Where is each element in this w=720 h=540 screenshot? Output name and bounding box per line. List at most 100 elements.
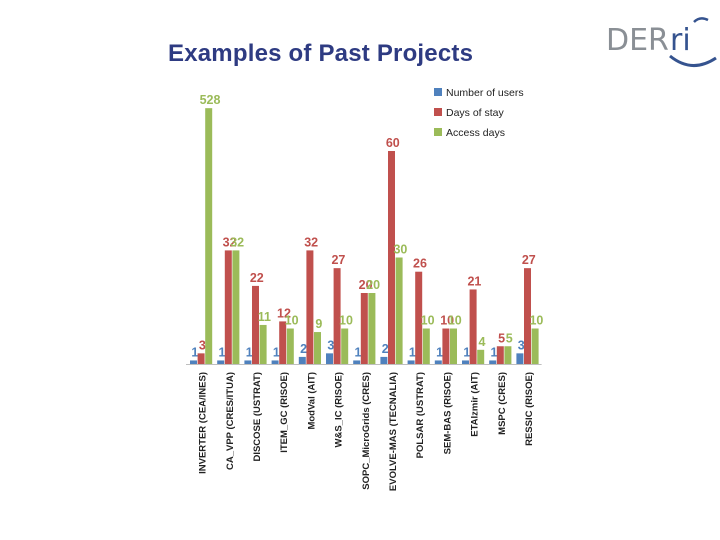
bar-users-11 [489,360,497,364]
data-label-1-2: 22 [250,271,264,285]
data-label-2-0: 528 [200,93,221,107]
bar-days-3 [279,321,287,364]
logo-text-der: DER [606,23,669,58]
legend-swatch-0 [434,88,442,96]
bar-users-0 [190,360,197,364]
data-label-1-6: 20 [359,278,373,292]
bar-users-4 [298,356,306,364]
data-label-1-9: 10 [440,314,454,328]
data-label-2-1: 32 [230,235,244,249]
data-label-2-12: 10 [529,314,543,328]
logo-text-ri: ri [670,23,691,58]
bar-users-8 [407,360,415,364]
bar-access-7 [395,257,403,364]
data-label-1-1: 32 [223,235,237,249]
bar-access-2 [259,324,267,364]
data-label-0-12: 3 [518,338,525,352]
legend-label-1: Days of stay [446,107,505,119]
bar-access-9 [450,328,457,364]
data-label-0-4: 2 [300,342,307,356]
bar-access-12 [531,328,539,364]
legend-label-2: Access days [446,127,505,139]
legend-swatch-1 [434,108,442,116]
bar-days-4 [306,250,314,364]
bar-users-6 [353,360,361,364]
bar-access-11 [504,346,512,364]
bar-users-10 [462,360,469,364]
bar-access-10 [477,349,485,364]
bar-days-9 [442,328,450,364]
data-label-0-8: 1 [409,345,416,359]
x-tick-label-5: W&S_IC (RISOE) [334,372,345,447]
bar-days-7 [388,151,395,364]
x-tick-label-3: ITEM_GC (RISOE) [279,372,290,453]
x-tick-label-7: EVOLVE-MAS (TECNALIA) [388,372,399,491]
derri-logo: DER ri [606,17,717,67]
x-tick-label-8: POLSAR (USTRAT) [415,372,426,458]
data-label-2-6: 20 [366,278,380,292]
x-tick-label-2: DISCOSE (USTRAT) [252,372,263,462]
data-label-2-4: 9 [315,317,322,331]
data-label-2-11: 5 [506,331,513,345]
bar-access-0 [205,108,213,364]
data-label-0-9: 1 [436,345,443,359]
data-label-1-7: 60 [386,136,400,150]
bar-access-5 [341,328,349,364]
data-label-1-12: 27 [522,253,536,267]
legend-label-0: Number of users [446,87,524,99]
bar-users-1 [217,360,225,364]
bar-users-12 [516,353,524,364]
x-tick-label-4: ModVal (AIT) [306,372,317,430]
bar-access-4 [314,332,321,364]
data-label-2-10: 4 [479,335,486,349]
legend-swatch-2 [434,128,442,136]
bar-days-12 [524,268,531,364]
data-label-2-3: 10 [285,314,299,328]
bar-access-8 [422,328,430,364]
slide-title: Examples of Past Projects [168,40,474,67]
bar-days-6 [360,293,368,364]
bar-access-3 [286,328,294,364]
x-tick-label-9: SEM-BAS (RISOE) [442,372,453,454]
data-label-0-11: 1 [491,345,498,359]
x-tick-label-6: SOPC_MicroGrids (CRES) [361,372,372,490]
bar-access-6 [368,293,376,364]
data-label-2-2: 11 [258,310,271,324]
bar-days-8 [415,271,423,364]
bar-access-1 [232,250,240,364]
data-label-1-10: 21 [467,274,481,288]
x-tick-label-12: RESSIC (RISOE) [524,372,535,446]
x-tick-label-11: MSPC (CRES) [497,372,508,435]
data-label-0-5: 3 [327,338,334,352]
bar-users-7 [380,356,388,364]
x-tick-label-10: ETAIzmir (AIT) [470,372,481,437]
data-label-1-4: 32 [304,235,318,249]
logo-dot-swoosh [693,17,709,23]
data-label-0-7: 2 [382,342,389,356]
bar-days-0 [197,353,205,364]
bar-users-5 [326,353,333,364]
x-tick-label-1: CA_VPP (CRES/ITUA) [225,372,236,470]
x-tick-label-0: INVERTER (CEA/INES) [198,372,209,474]
bar-users-2 [244,360,252,364]
data-label-2-5: 10 [339,314,353,328]
data-label-1-0: 3 [199,338,206,352]
data-label-1-11: 5 [498,331,505,345]
data-label-0-2: 1 [246,345,253,359]
bar-days-10 [469,289,477,364]
data-label-1-8: 26 [413,257,427,271]
bar-days-1 [224,250,232,364]
bar-days-5 [333,268,341,364]
data-label-2-8: 10 [421,314,435,328]
data-label-0-6: 1 [355,345,362,359]
logo-swoosh [669,54,717,67]
bar-days-2 [252,285,259,364]
data-label-0-3: 1 [273,345,280,359]
bar-users-3 [271,360,279,364]
bar-users-9 [434,360,442,364]
data-label-0-1: 1 [219,345,226,359]
data-label-0-10: 1 [463,345,470,359]
bar-days-11 [496,346,504,364]
data-label-1-3: 12 [277,306,291,320]
